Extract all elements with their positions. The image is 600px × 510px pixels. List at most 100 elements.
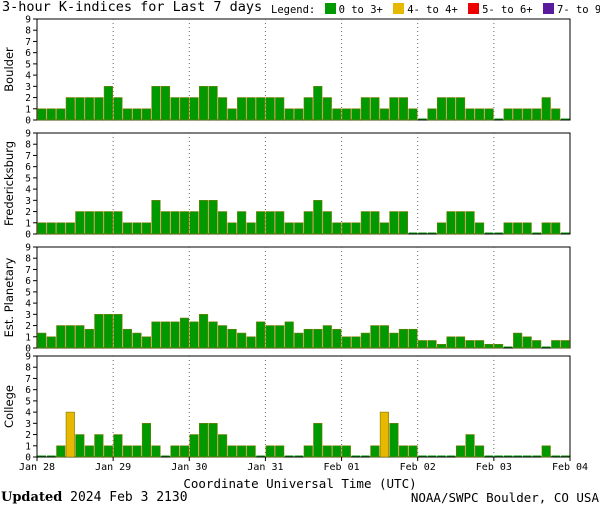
kp-bar [141,222,152,235]
legend-item-quiet: 0 to 3+ [338,4,383,16]
data-source: NOAA/SWPC Boulder, CO USA [410,490,599,505]
y-tick-label: 9 [25,243,31,254]
kp-bar [189,434,199,458]
kp-bar [322,325,332,349]
kp-bar [275,445,285,458]
x-tick-label: Feb 04 [552,462,588,473]
kp-bar [513,332,523,349]
kp-bar [218,97,228,121]
chart-title: 3-hour K-indices for Last 7 days [2,0,263,15]
kp-bar [503,222,513,235]
kp-bar [427,108,437,121]
kp-bar [522,336,532,349]
kp-bar [503,108,513,121]
kp-bar [256,321,266,349]
kp-bar [141,423,152,458]
kp-bar [551,222,561,235]
legend-swatch-green [324,3,336,14]
kp-bar [179,211,190,235]
kp-bar [84,445,94,458]
kp-bar [513,108,523,121]
kp-bar [189,321,199,349]
kp-bar [113,97,123,121]
x-tick-label: Jan 30 [171,462,207,473]
y-tick-label: 2 [25,207,31,218]
y-tick-label: 6 [25,276,31,287]
kp-bar [522,108,532,121]
kp-bar [379,222,389,235]
kp-bar [294,332,304,349]
y-tick-label: 0 [25,230,31,241]
x-tick-label: Jan 28 [19,462,55,473]
updated-label: Updated [1,490,63,505]
kp-bar [389,332,399,349]
kp-bar [237,97,247,121]
kp-bar [122,445,132,458]
kp-bar [313,423,323,458]
kp-bar [427,340,437,349]
kp-bar [360,97,370,121]
kp-bar [265,325,275,349]
y-tick-label: 3 [25,419,31,430]
kp-bar [56,325,66,349]
kp-bar [218,211,228,235]
kp-bar [160,86,171,121]
kp-bar [132,445,142,458]
y-tick-label: 7 [25,37,31,48]
y-tick-label: 6 [25,162,31,173]
kp-bar [541,222,551,235]
kp-bar [84,211,94,235]
kp-bar [56,222,66,235]
legend-item-severe: 7- to 9 [557,4,600,16]
kp-bar [37,222,47,235]
kp-bar [75,434,85,458]
panel-frame [36,18,571,121]
kp-bar [75,211,85,235]
kp-bar [84,328,94,349]
kp-bar [199,86,209,121]
kp-bar [94,434,104,458]
y-tick-label: 5 [25,396,31,407]
y-tick-label: 0 [25,453,31,464]
kp-bar [313,328,323,349]
kp-bar [237,211,247,235]
kp-bar [465,434,475,458]
y-tick-label: 9 [25,129,31,140]
kp-bar [379,108,389,121]
kp-bar [398,445,408,458]
kp-bar [227,328,237,349]
kp-bar [389,97,399,121]
kp-bar [160,211,171,235]
kp-bar [103,314,113,349]
kp-bar [237,445,247,458]
kp-bar [37,108,47,121]
legend: Legend: 0 to 3+ 4- to 4+ 5- to 6+ 7- to … [271,3,600,16]
kp-bar [65,325,75,349]
y-tick-label: 6 [25,385,31,396]
kp-bar [341,108,351,121]
kp-bar [208,86,218,121]
y-tick-label: 4 [25,71,31,82]
kp-bar [303,97,313,121]
kp-bar [218,325,228,349]
y-tick-label: 8 [25,254,31,265]
y-tick-label: 1 [25,332,31,343]
kp-bar [398,211,408,235]
x-tick-label: Jan 31 [247,462,283,473]
kp-bar [208,423,218,458]
kp-bar [455,97,466,121]
legend-item-storm: 5- to 6+ [482,4,533,16]
kp-bar [65,411,75,458]
kp-bar [179,445,190,458]
kp-bar [46,222,56,235]
kp-bar [246,336,256,349]
kp-bar [360,211,370,235]
kp-bar [284,321,294,349]
kp-bar [436,97,447,121]
kp-bar [303,445,313,458]
kp-bar [332,108,342,121]
kp-bar [189,97,199,121]
kp-bar [132,108,142,121]
kp-bar [446,336,456,349]
